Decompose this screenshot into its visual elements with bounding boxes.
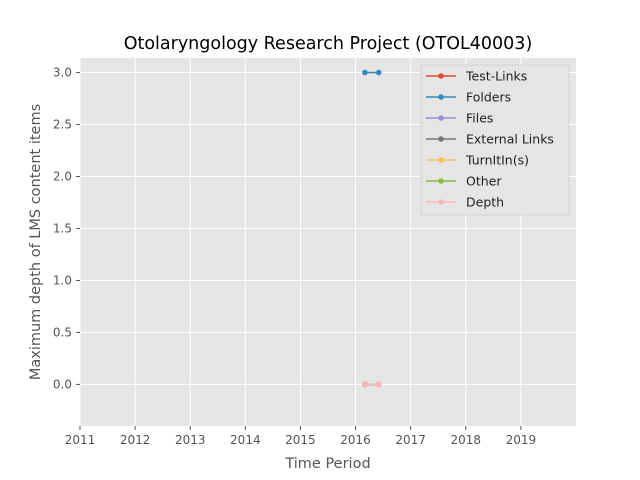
legend-marker xyxy=(438,115,444,121)
legend-item: External Links xyxy=(426,132,554,147)
legend-label: Test-Links xyxy=(465,69,527,84)
legend-item: Folders xyxy=(426,90,511,105)
y-tick-label: 3.0 xyxy=(53,66,72,80)
y-tick-label: 2.0 xyxy=(53,170,72,184)
x-tick-label: 2013 xyxy=(175,433,206,447)
x-tick-label: 2012 xyxy=(120,433,151,447)
legend-item: Test-Links xyxy=(426,69,527,84)
legend-label: Folders xyxy=(466,90,511,105)
data-point xyxy=(375,381,382,388)
x-tick-label: 2015 xyxy=(285,433,316,447)
y-tick-label: 2.5 xyxy=(53,118,72,132)
legend-item: Files xyxy=(426,111,493,126)
series-depth xyxy=(362,381,382,388)
data-point xyxy=(362,381,368,388)
data-point xyxy=(375,69,382,76)
legend-box xyxy=(420,64,570,216)
legend-marker xyxy=(438,73,444,79)
x-axis-ticks: 2011 2012 2013 2014 2015 2016 2017 2018 2019 xyxy=(65,426,536,447)
legend-marker xyxy=(438,157,444,163)
legend-item: TurnItIn(s) xyxy=(426,153,529,168)
legend-label: TurnItIn(s) xyxy=(465,153,529,168)
chart-title: Otolaryngology Research Project (OTOL400… xyxy=(124,34,533,54)
series-group xyxy=(362,69,382,388)
legend-label: Files xyxy=(466,111,493,126)
legend-marker xyxy=(438,199,444,205)
legend-label: Depth xyxy=(466,195,504,210)
legend-item: Depth xyxy=(426,195,504,210)
legend-label: External Links xyxy=(466,132,554,147)
y-tick-label: 1.5 xyxy=(53,221,72,235)
x-tick-label: 2017 xyxy=(395,433,426,447)
x-tick-label: 2016 xyxy=(340,433,371,447)
y-tick-label: 0.0 xyxy=(53,377,72,391)
x-tick-label: 2018 xyxy=(451,433,482,447)
legend-marker xyxy=(438,94,444,100)
y-tick-label: 0.5 xyxy=(53,325,72,339)
series-folders xyxy=(362,69,382,76)
legend-item: Other xyxy=(426,174,502,189)
legend-marker xyxy=(438,178,444,184)
x-tick-label: 2019 xyxy=(506,433,537,447)
y-axis-label: Maximum depth of LMS content items xyxy=(28,104,44,380)
x-tick-label: 2011 xyxy=(65,433,96,447)
y-axis-ticks: 0.0 0.5 1.0 1.5 2.0 2.5 3.0 xyxy=(53,66,80,391)
legend-marker xyxy=(438,136,444,142)
x-tick-label: 2014 xyxy=(230,433,261,447)
data-point xyxy=(362,69,368,76)
legend: Test-Links Folders Files External Links Turn… xyxy=(420,64,570,216)
legend-label: Other xyxy=(466,174,502,189)
x-axis-label: Time Period xyxy=(284,456,370,472)
y-tick-label: 1.0 xyxy=(53,273,72,287)
